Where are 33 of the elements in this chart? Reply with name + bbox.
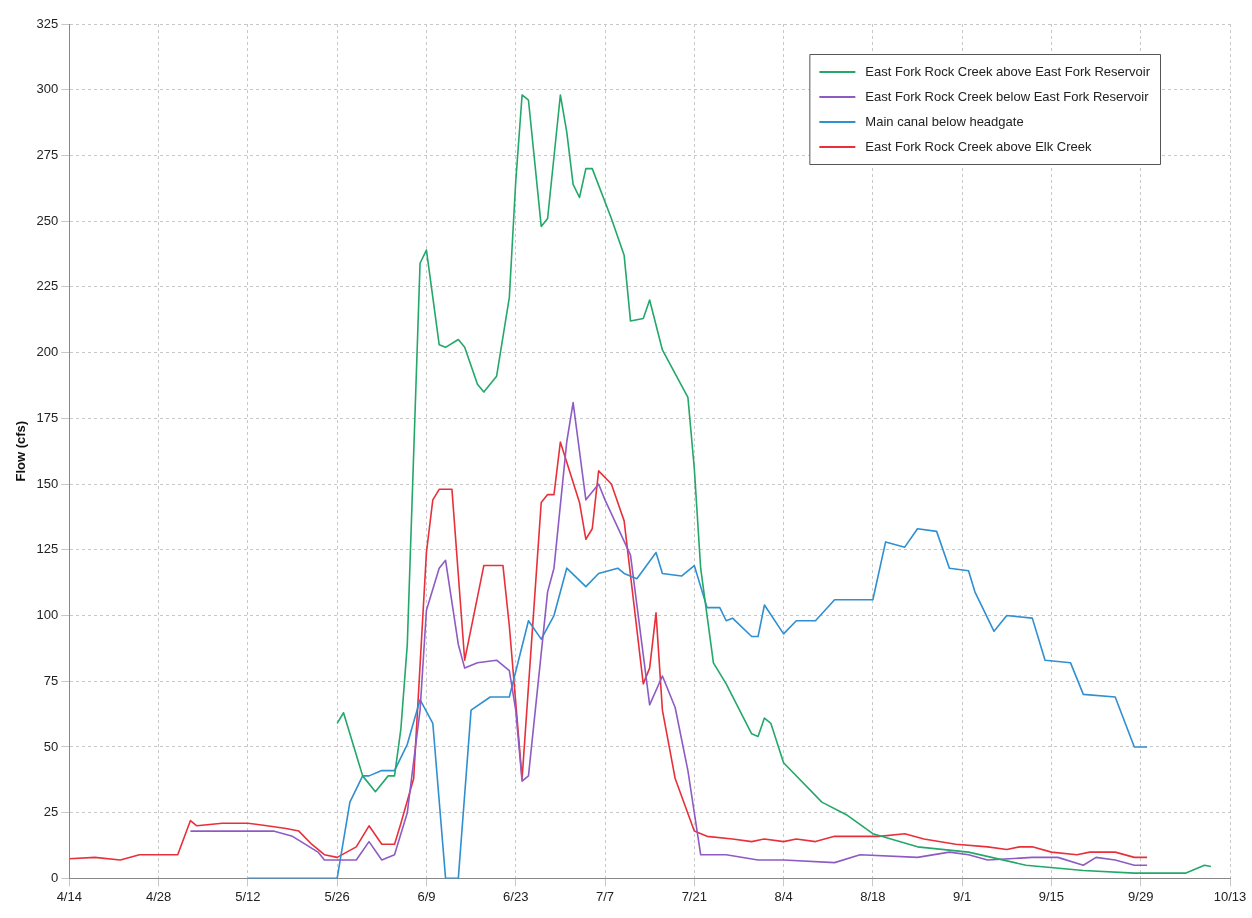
y-tick-label: 0 — [51, 869, 59, 885]
legend-label: East Fork Rock Creek below East Fork Reservoir — [865, 88, 1150, 104]
y-tick-label: 125 — [36, 541, 59, 557]
x-tick-label: 6/9 — [417, 888, 436, 904]
x-tick-label: 4/28 — [145, 888, 172, 904]
y-tick-label: 325 — [36, 15, 59, 31]
y-tick-label: 75 — [43, 672, 59, 688]
y-tick-label: 100 — [36, 607, 59, 623]
y-axis-title: Flow (cfs) — [13, 420, 29, 482]
x-tick-label: 9/15 — [1038, 888, 1065, 904]
x-tick-label: 4/14 — [56, 888, 82, 904]
x-tick-label: 9/1 — [953, 888, 972, 904]
x-tick-label: 8/18 — [860, 888, 886, 904]
y-tick-label: 275 — [36, 147, 59, 163]
legend-label: East Fork Rock Creek above Elk Creek — [865, 138, 1092, 154]
y-tick-label: 175 — [36, 409, 59, 425]
x-tick-label: 8/4 — [774, 888, 793, 904]
y-tick-label: 25 — [43, 804, 59, 820]
legend-label: Main canal below headgate — [865, 113, 1024, 129]
x-tick-label: 6/23 — [503, 888, 529, 904]
legend-label: East Fork Rock Creek above East Fork Reservoir — [865, 63, 1151, 79]
y-tick-label: 300 — [36, 81, 59, 97]
y-tick-label: 225 — [36, 278, 59, 294]
y-tick-label: 200 — [36, 344, 59, 360]
x-tick-label: 5/12 — [235, 888, 261, 904]
x-tick-label: 10/13 — [1213, 888, 1247, 904]
x-tick-label: 7/21 — [681, 888, 707, 904]
x-tick-label: 9/29 — [1128, 888, 1154, 904]
y-tick-label: 250 — [36, 212, 59, 228]
x-tick-label: 7/7 — [595, 888, 615, 904]
y-tick-label: 150 — [36, 475, 59, 491]
y-tick-label: 50 — [43, 738, 59, 754]
x-tick-label: 5/26 — [324, 888, 350, 904]
